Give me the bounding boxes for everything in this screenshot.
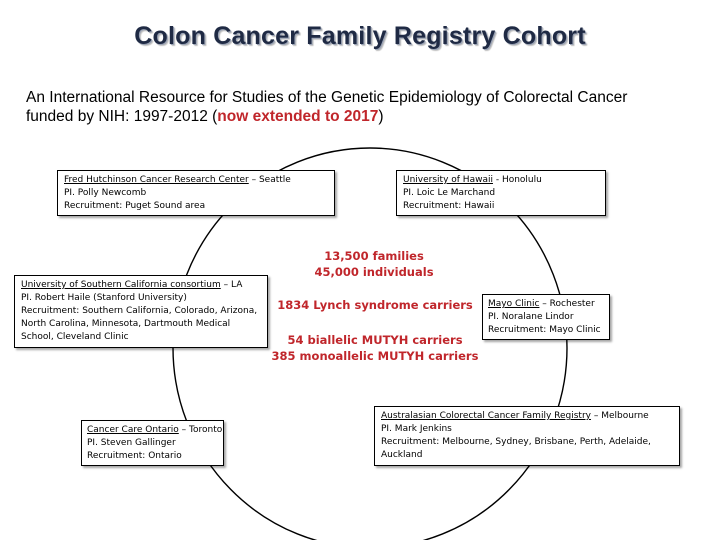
site-recruitment-cont: North Carolina, Minnesota, Dartmouth Med…: [21, 319, 231, 329]
monoallelic-mutyh: 385 monoallelic MUTYH carriers: [271, 349, 479, 363]
site-pi: PI. Loic Le Marchand: [403, 188, 496, 198]
site-name: University of Hawaii: [403, 175, 493, 185]
subtitle: An International Resource for Studies of…: [26, 88, 696, 126]
site-name-line: Fred Hutchinson Cancer Research Center –…: [64, 174, 328, 187]
families-count: 13,500 families: [324, 249, 424, 263]
site-box-fred-hutch: Fred Hutchinson Cancer Research Center –…: [57, 170, 335, 216]
ring-ellipse: [172, 147, 568, 540]
site-location: – Toronto: [178, 425, 223, 435]
site-name: Fred Hutchinson Cancer Research Center: [64, 175, 249, 185]
biallelic-mutyh: 54 biallelic MUTYH carriers: [287, 333, 463, 347]
extension-highlight: now extended to 2017: [217, 108, 379, 125]
site-box-ontario: Cancer Care Ontario – Toronto PI. Steven…: [81, 420, 224, 466]
site-box-hawaii: University of Hawaii - Honolulu PI. Loic…: [396, 170, 606, 216]
lynch-carriers: 1834 Lynch syndrome carriers: [277, 298, 473, 312]
site-recruitment: Recruitment: Southern California, Colora…: [21, 306, 258, 316]
site-location: – Rochester: [539, 299, 595, 309]
site-name-line: Cancer Care Ontario – Toronto: [87, 424, 222, 437]
site-pi: PI. Robert Haile (Stanford University): [21, 293, 187, 303]
site-pi: PI. Noralane Lindor: [488, 312, 574, 322]
site-location: – Seattle: [248, 175, 291, 185]
mutyh-carriers: 54 biallelic MUTYH carriers 385 monoalle…: [270, 332, 480, 364]
site-box-mayo: Mayo Clinic – Rochester PI. Noralane Lin…: [482, 294, 610, 340]
individuals-count: 45,000 individuals: [314, 265, 434, 279]
page-title: Colon Cancer Family Registry Cohort: [134, 22, 586, 50]
cohort-size: 13,500 families 45,000 individuals: [300, 248, 448, 280]
site-name: University of Southern California consor…: [21, 280, 221, 290]
site-pi: PI. Steven Gallinger: [87, 438, 176, 448]
site-recruitment-cont: School, Cleveland Clinic: [21, 332, 129, 342]
site-recruitment: Recruitment: Puget Sound area: [64, 201, 206, 211]
site-recruitment: Recruitment: Mayo Clinic: [488, 325, 601, 335]
site-name-line: University of Southern California consor…: [21, 279, 261, 292]
site-box-australasian: Australasian Colorectal Cancer Family Re…: [374, 406, 680, 466]
site-name: Cancer Care Ontario: [87, 425, 179, 435]
site-recruitment: Recruitment: Hawaii: [403, 201, 495, 211]
site-location: - Honolulu: [492, 175, 542, 185]
site-pi: PI. Mark Jenkins: [381, 424, 452, 434]
site-recruitment: Recruitment: Melbourne, Sydney, Brisbane…: [381, 437, 651, 447]
site-location: – Melbourne: [590, 411, 649, 421]
site-location: – LA: [220, 280, 243, 290]
subtitle-prefix: funded by NIH: 1997-2012 (: [26, 108, 218, 125]
site-name: Mayo Clinic: [488, 299, 540, 309]
subtitle-line-2: funded by NIH: 1997-2012 (now extended t…: [26, 107, 696, 126]
site-name-line: Mayo Clinic – Rochester: [488, 298, 604, 311]
site-recruitment: Recruitment: Ontario: [87, 451, 182, 461]
site-name-line: Australasian Colorectal Cancer Family Re…: [381, 410, 673, 423]
subtitle-suffix: ): [378, 108, 384, 125]
site-box-usc: University of Southern California consor…: [14, 275, 268, 348]
site-name-line: University of Hawaii - Honolulu: [403, 174, 599, 187]
site-name: Australasian Colorectal Cancer Family Re…: [381, 411, 591, 421]
site-recruitment-cont: Auckland: [381, 450, 423, 460]
subtitle-line-1: An International Resource for Studies of…: [26, 89, 628, 106]
site-pi: PI. Polly Newcomb: [64, 188, 147, 198]
